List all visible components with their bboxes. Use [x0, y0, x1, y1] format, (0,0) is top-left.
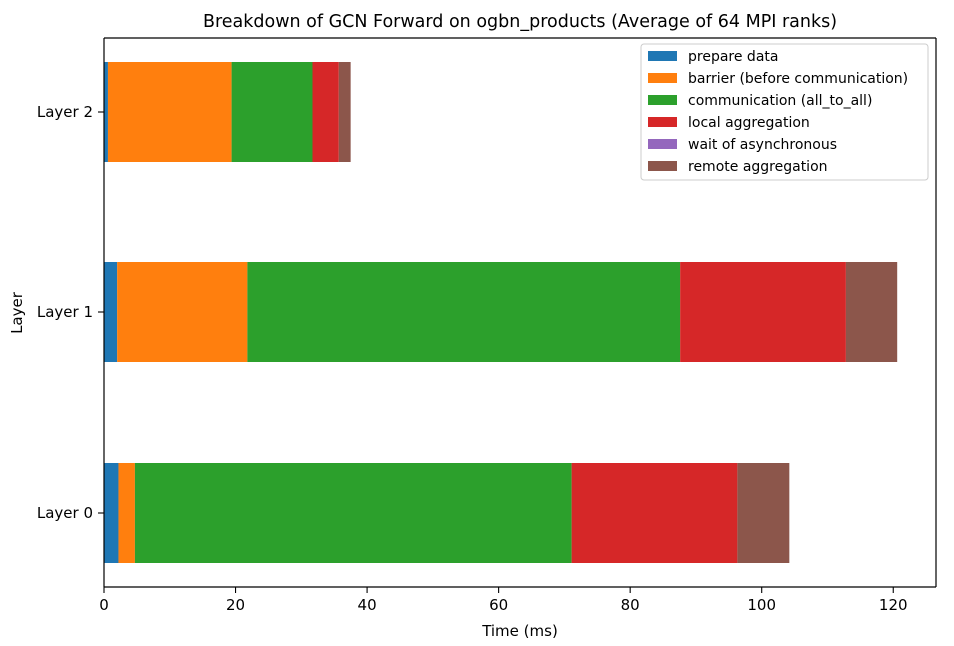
x-tick-label-4: 80: [621, 596, 640, 614]
x-tick-label-2: 40: [358, 596, 377, 614]
legend-swatch-4: [648, 139, 677, 149]
bar-segment-layer0-series0: [104, 463, 119, 563]
bar-segment-layer2-series0: [104, 62, 108, 162]
bar-segment-layer1-series1: [117, 262, 248, 362]
bar-segment-layer1-series0: [104, 262, 118, 362]
bar-segment-layer0-series2: [134, 463, 572, 563]
x-tick-label-6: 120: [879, 596, 908, 614]
legend-box: [640, 43, 929, 181]
chart-title: Breakdown of GCN Forward on ogbn_product…: [203, 12, 837, 32]
y-tick-label-1: Layer 1: [37, 303, 93, 321]
legend-label-4: wait of asynchronous: [688, 137, 837, 153]
bar-segment-layer2-series3: [312, 62, 339, 162]
bar-segment-layer0-series5: [737, 463, 790, 563]
legend-swatch-2: [648, 95, 677, 105]
bar-segment-layer0-series1: [118, 463, 135, 563]
bar-segment-layer1-series3: [680, 262, 846, 362]
y-tick-label-0: Layer 0: [37, 504, 93, 522]
bar-segment-layer1-series2: [247, 262, 681, 362]
legend: prepare data barrier (before communicatio…: [640, 43, 929, 181]
legend-swatch-1: [648, 73, 677, 83]
bar-segment-layer2-series5: [338, 62, 351, 162]
legend-label-3: local aggregation: [688, 115, 810, 131]
x-tick-label-0: 0: [99, 596, 109, 614]
x-tick-label-5: 100: [747, 596, 776, 614]
legend-label-2: communication (all_to_all): [688, 93, 872, 109]
legend-swatch-3: [648, 117, 677, 127]
legend-swatch-0: [648, 51, 677, 61]
x-axis-label: Time (ms): [481, 622, 558, 640]
x-tick-label-3: 60: [489, 596, 508, 614]
legend-label-1: barrier (before communication): [688, 71, 908, 87]
bars-group: [104, 62, 898, 563]
axes-group: 0 20 40 60 80 100 120 Layer 0 Layer 1 Layer 2: [37, 37, 937, 614]
bar-segment-layer2-series1: [107, 62, 232, 162]
legend-label-0: prepare data: [688, 49, 778, 65]
legend-swatch-5: [648, 161, 677, 171]
legend-label-5: remote aggregation: [688, 159, 828, 175]
bar-segment-layer2-series2: [231, 62, 313, 162]
y-axis-label: Layer: [8, 291, 26, 334]
bar-segment-layer1-series5: [845, 262, 898, 362]
bar-segment-layer0-series3: [571, 463, 738, 563]
x-tick-label-1: 20: [226, 596, 245, 614]
y-tick-label-2: Layer 2: [37, 103, 93, 121]
